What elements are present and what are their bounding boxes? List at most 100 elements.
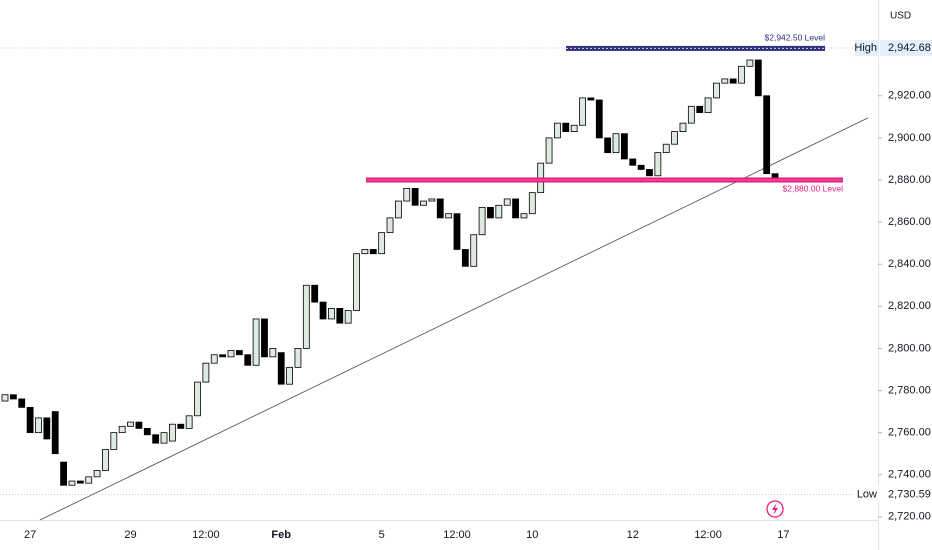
candle-body (554, 122, 561, 139)
candle-body (746, 59, 754, 67)
candle-body (729, 78, 737, 84)
candle-body (68, 480, 76, 486)
x-tick-label: 10 (526, 529, 538, 541)
candle-body (336, 308, 344, 324)
candle-body (754, 59, 762, 97)
x-tick-label: 12:00 (443, 529, 471, 541)
candle-body (771, 173, 779, 179)
candle-body (110, 432, 118, 450)
candle-body (445, 213, 453, 219)
candle-body (696, 105, 704, 114)
candle-body (160, 432, 168, 444)
y-tick-label: 2,860.00 (888, 216, 931, 228)
trendline (39, 117, 869, 521)
candle-body (369, 249, 377, 255)
candle-body (219, 354, 227, 358)
candle-body (637, 164, 645, 170)
y-tick-label: 2,900.00 (888, 132, 931, 144)
candle-body (579, 97, 586, 126)
x-tick-label: 12 (627, 529, 639, 541)
candle-body (118, 425, 126, 434)
y-tick-label: 2,920.00 (888, 90, 931, 102)
low-label: Low (857, 488, 877, 500)
level-band (366, 177, 843, 183)
high-value: 2,942.68 (888, 42, 931, 54)
candle-body (43, 417, 51, 440)
candle-body (587, 97, 595, 101)
candle-body (478, 206, 486, 236)
candle-body (403, 188, 411, 202)
candle-body (629, 158, 637, 166)
candle-body (135, 421, 143, 429)
candle-body (545, 137, 553, 164)
candle-body (428, 198, 436, 202)
candle-body (102, 449, 109, 471)
candle-body (353, 253, 360, 311)
candle-body (612, 133, 620, 154)
y-tick-label: 2,720.00 (888, 511, 931, 523)
x-tick-label: 17 (777, 529, 789, 541)
candle-body (654, 152, 662, 177)
x-tick-label: 27 (24, 529, 36, 541)
candle-body (487, 206, 494, 219)
candle-body (528, 192, 536, 215)
candle-body (436, 198, 444, 219)
candle-body (721, 78, 729, 84)
candle-body (244, 354, 252, 366)
candle-body (328, 308, 335, 320)
candle-body (277, 352, 285, 385)
x-tick-label: 12:00 (694, 529, 722, 541)
low-value-box (880, 486, 932, 503)
candle-body (738, 65, 745, 84)
candle-body (662, 143, 670, 154)
candle-body (51, 411, 59, 455)
candle-body (76, 480, 84, 484)
candle-body (520, 213, 528, 219)
candle-body (361, 249, 369, 255)
candle-body (470, 234, 478, 267)
candle-body (235, 350, 243, 356)
candle-body (503, 198, 511, 206)
candle-body (646, 169, 653, 177)
candle-body (177, 423, 185, 429)
candle-body (453, 213, 461, 250)
candle-body (386, 217, 394, 234)
candle-body (394, 200, 402, 219)
candle-body (210, 354, 218, 364)
candle-body (294, 348, 302, 368)
high-value-box (880, 40, 932, 57)
candle-body (620, 133, 628, 160)
y-tick-label: 2,880.00 (888, 174, 931, 186)
candle-body (604, 137, 612, 154)
candle-body (227, 350, 235, 358)
candle-body (261, 318, 268, 358)
currency-label: USD (890, 11, 911, 22)
candle-body (194, 381, 201, 417)
candle-body (763, 95, 771, 175)
candle-body (185, 415, 193, 429)
candle-body (26, 406, 34, 434)
y-tick-label: 2,740.00 (888, 469, 931, 481)
candle-body (704, 97, 712, 114)
candle-body (85, 476, 93, 484)
candle-body (152, 434, 160, 444)
candle-body (302, 284, 310, 349)
candle-body (9, 394, 17, 400)
candle-body (713, 82, 720, 99)
candle-body (319, 301, 327, 320)
candle-body (344, 310, 352, 324)
candle-body (93, 470, 101, 478)
candle-body (311, 284, 319, 303)
alert-icon[interactable] (766, 500, 784, 518)
y-tick-label: 2,760.00 (888, 427, 931, 439)
candle-body (495, 204, 503, 219)
candle-body (420, 200, 427, 206)
candle-body (512, 198, 519, 219)
candle-body (562, 122, 570, 132)
candle-body (570, 124, 578, 132)
candle-body (143, 428, 151, 436)
low-value: 2,730.59 (888, 488, 931, 500)
x-tick-label: 29 (124, 529, 136, 541)
y-tick-label: 2,780.00 (888, 384, 931, 396)
